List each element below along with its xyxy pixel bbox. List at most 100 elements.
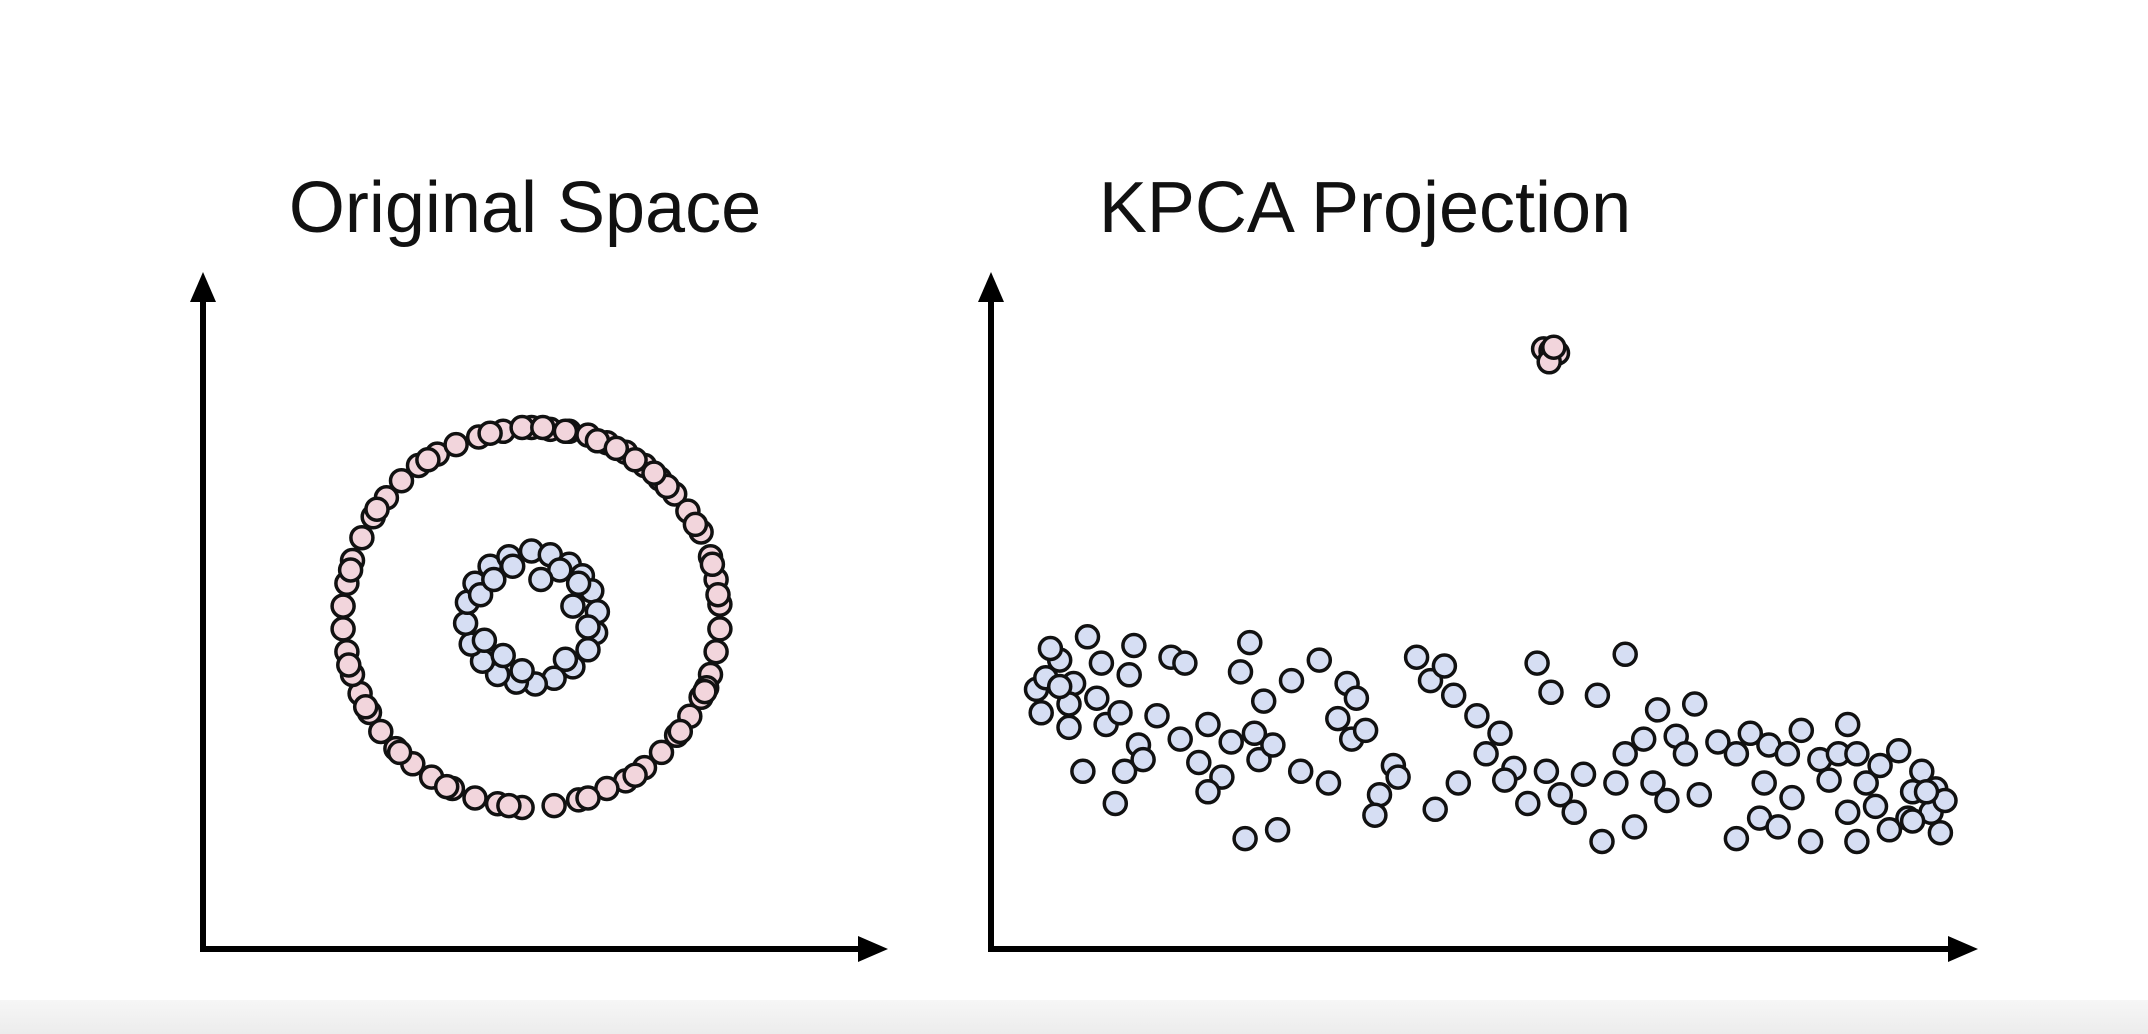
projected-inner-point xyxy=(1547,781,1574,808)
projected-inner-point xyxy=(1788,717,1815,744)
projected-inner-point xyxy=(1640,770,1666,796)
outer-ring-point xyxy=(336,652,362,678)
projected-inner-point xyxy=(1797,828,1824,855)
outer-ring-point xyxy=(603,435,630,462)
projected-inner-point xyxy=(1779,784,1805,811)
projected-inner-point xyxy=(1672,741,1699,767)
projected-inner-point xyxy=(1464,702,1490,729)
projected-inner-point xyxy=(1343,685,1370,711)
inner-ring-point xyxy=(565,570,592,597)
projected-inner-point xyxy=(1816,767,1842,793)
outer-ring-point xyxy=(330,616,356,642)
scatter-series xyxy=(330,414,733,821)
projected-outer-point xyxy=(1541,334,1567,360)
outer-ring-point xyxy=(622,762,648,788)
projected-inner-point xyxy=(1366,781,1393,808)
original-space-panel: Original Space xyxy=(190,168,888,962)
outer-ring-point xyxy=(648,739,675,766)
x-axis-arrow xyxy=(1948,936,1978,962)
projected-inner-point xyxy=(1612,641,1638,668)
inner-ring-point xyxy=(575,614,601,640)
outer-ring-point xyxy=(330,593,356,619)
projected-inner-point xyxy=(1315,770,1342,796)
projected-inner-point xyxy=(1056,714,1082,741)
projected-inner-point xyxy=(1681,691,1708,717)
projected-inner-point xyxy=(1218,729,1244,755)
y-axis-arrow xyxy=(190,272,216,302)
bottom-strip xyxy=(0,1000,2148,1034)
y-axis-arrow xyxy=(978,272,1004,302)
outer-ring-point xyxy=(705,581,731,608)
projected-inner-point xyxy=(1403,644,1430,670)
projected-inner-point xyxy=(1227,659,1254,685)
projected-inner-point xyxy=(1630,726,1657,752)
outer-ring-point xyxy=(509,414,535,441)
projected-inner-point xyxy=(1046,673,1073,700)
outer-ring-point xyxy=(433,773,460,800)
projected-inner-point xyxy=(1853,770,1879,796)
kpca-projection-title: KPCA Projection xyxy=(1099,168,1631,248)
outer-ring-point xyxy=(349,524,375,551)
inner-ring-point xyxy=(452,610,479,636)
projected-inner-point xyxy=(1121,632,1147,659)
projected-inner-point xyxy=(1584,682,1611,709)
projected-inner-point xyxy=(1723,825,1750,852)
outer-ring-point xyxy=(352,694,379,720)
outer-ring-point xyxy=(496,792,522,819)
projected-inner-point xyxy=(1250,688,1277,714)
projected-inner-point xyxy=(1834,799,1861,826)
kpca-projection-panel: KPCA Projection xyxy=(978,168,1978,962)
outer-ring-point xyxy=(682,511,709,538)
projected-inner-point xyxy=(1538,679,1564,706)
projected-inner-point xyxy=(1102,790,1129,817)
projected-inner-point xyxy=(1260,732,1286,758)
projected-inner-point xyxy=(1487,720,1513,747)
figure: Original Space KPCA Projection xyxy=(190,168,1978,962)
inner-ring-point xyxy=(560,593,586,619)
projected-inner-point xyxy=(1362,802,1388,828)
projected-inner-point xyxy=(1612,741,1638,767)
projected-inner-point xyxy=(1913,779,1940,805)
projected-inner-point xyxy=(1774,741,1801,767)
projected-inner-point xyxy=(1385,764,1411,790)
projected-inner-point xyxy=(1885,738,1912,764)
projected-inner-point xyxy=(1070,758,1096,785)
inner-ring-point xyxy=(481,566,507,593)
outer-ring-point xyxy=(530,414,556,441)
outer-ring-point xyxy=(368,718,394,745)
outer-ring-point xyxy=(707,616,733,642)
projected-inner-point xyxy=(1621,814,1648,840)
projected-inner-point xyxy=(1561,799,1587,826)
outer-ring-point xyxy=(699,551,726,578)
projected-inner-point xyxy=(1737,720,1764,747)
projected-inner-point xyxy=(1524,650,1550,676)
projected-inner-point xyxy=(1927,819,1954,846)
original-space-title: Original Space xyxy=(289,168,761,248)
projected-inner-point xyxy=(1431,653,1458,679)
outer-ring-point xyxy=(364,496,390,522)
projected-inner-point xyxy=(1037,635,1064,662)
outer-ring-point xyxy=(667,718,694,745)
projected-inner-point xyxy=(1237,629,1263,656)
outer-ring-point xyxy=(386,739,413,766)
projected-inner-point xyxy=(1867,752,1893,779)
projected-inner-point xyxy=(1445,770,1472,796)
projected-inner-point xyxy=(1834,711,1861,738)
inner-ring-point xyxy=(552,646,579,673)
projected-inner-point xyxy=(1116,662,1142,688)
outer-ring-point xyxy=(641,460,667,486)
projected-inner-point xyxy=(1654,787,1680,814)
outer-ring-point xyxy=(415,447,441,473)
projected-inner-point xyxy=(1195,711,1221,738)
projected-inner-point xyxy=(1589,828,1615,855)
inner-ring-point xyxy=(509,657,535,684)
outer-ring-point xyxy=(575,785,601,811)
projected-inner-point xyxy=(1473,741,1499,767)
outer-ring-point xyxy=(477,420,503,446)
projected-inner-point xyxy=(1862,793,1889,820)
outer-ring-point xyxy=(622,447,648,473)
inner-ring-point xyxy=(499,553,526,579)
projected-inner-point xyxy=(1074,624,1101,650)
projected-inner-point xyxy=(1705,729,1731,755)
projected-inner-point xyxy=(1084,685,1110,711)
